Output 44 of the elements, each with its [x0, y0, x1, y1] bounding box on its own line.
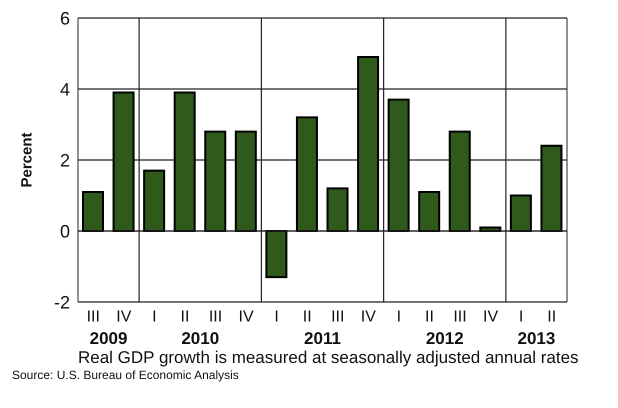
- x-tick-label: I: [274, 308, 279, 326]
- source-note: Source: U.S. Bureau of Economic Analysis: [12, 368, 240, 382]
- bar: [296, 116, 318, 232]
- x-tick-label: II: [425, 308, 434, 326]
- bar: [418, 190, 440, 232]
- y-tick-label: -2: [54, 292, 70, 312]
- bar: [82, 190, 104, 232]
- text: 2010: [181, 329, 220, 348]
- x-tick-label: IV: [238, 308, 254, 326]
- x-tick-label: I: [518, 308, 524, 326]
- bar: [112, 92, 135, 232]
- x-tick-label: I: [152, 308, 157, 326]
- text: 2009: [90, 329, 128, 348]
- y-tick-label: 6: [60, 8, 70, 28]
- text: 2011: [304, 329, 341, 348]
- bar: [448, 130, 471, 232]
- x-tick-label: IV: [116, 308, 132, 326]
- bar: [265, 230, 288, 278]
- x-tick-label: I: [396, 308, 402, 326]
- y-tick-label: 4: [60, 79, 70, 100]
- bar: [234, 130, 257, 232]
- bar: [540, 144, 562, 232]
- x-tick-label: III: [331, 308, 344, 326]
- x-tick-label: II: [302, 308, 312, 326]
- x-tick-label: II: [180, 308, 190, 326]
- x-tick-label: III: [86, 308, 100, 326]
- bar: [388, 98, 410, 232]
- x-tick-label: IV: [483, 308, 498, 326]
- y-axis-title: Percent: [18, 132, 36, 188]
- bar: [204, 130, 226, 232]
- bar: [326, 187, 348, 232]
- bar: [174, 92, 196, 232]
- y-tick-label: 0: [60, 221, 70, 242]
- text: 2013: [518, 329, 556, 348]
- bar: [143, 170, 166, 232]
- text: 2012: [426, 329, 464, 348]
- x-tick-label: III: [208, 308, 222, 326]
- y-tick-label: 2: [60, 150, 70, 170]
- x-tick-label: II: [547, 308, 556, 326]
- x-tick-label: III: [453, 308, 467, 326]
- bar: [357, 56, 380, 232]
- x-tick-label: IV: [360, 308, 376, 326]
- bar: [510, 194, 532, 232]
- text: Real GDP growth is measured at seasonally adjusted annual rates: [78, 348, 580, 368]
